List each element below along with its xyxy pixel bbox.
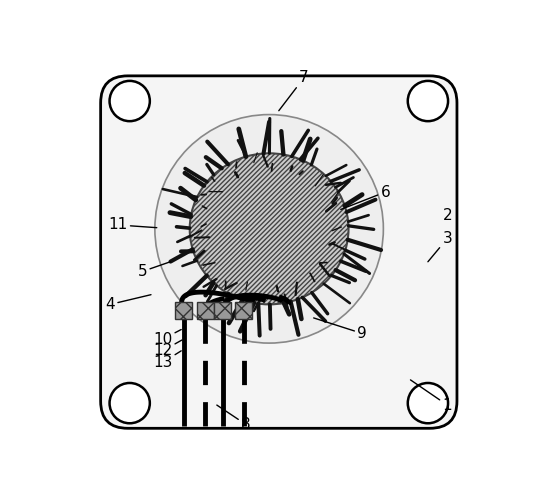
Bar: [175, 302, 193, 319]
Text: 9: 9: [314, 318, 367, 341]
Circle shape: [109, 383, 150, 423]
Text: 4: 4: [106, 295, 151, 312]
Circle shape: [408, 81, 448, 121]
Bar: [197, 302, 214, 319]
Text: 3: 3: [428, 231, 452, 262]
Text: 12: 12: [153, 340, 182, 358]
Bar: [214, 302, 231, 319]
Text: 2: 2: [442, 208, 452, 223]
Ellipse shape: [190, 153, 349, 304]
Circle shape: [109, 81, 150, 121]
Bar: [236, 302, 252, 319]
Text: 5: 5: [138, 262, 170, 279]
Text: 11: 11: [108, 217, 157, 232]
Text: 6: 6: [341, 185, 390, 209]
Text: 7: 7: [279, 70, 309, 111]
Text: 8: 8: [217, 405, 251, 432]
Text: 13: 13: [153, 351, 181, 370]
Text: 1: 1: [411, 380, 452, 412]
Circle shape: [155, 115, 384, 343]
FancyBboxPatch shape: [101, 76, 457, 429]
Circle shape: [408, 383, 448, 423]
Text: 10: 10: [153, 329, 181, 347]
